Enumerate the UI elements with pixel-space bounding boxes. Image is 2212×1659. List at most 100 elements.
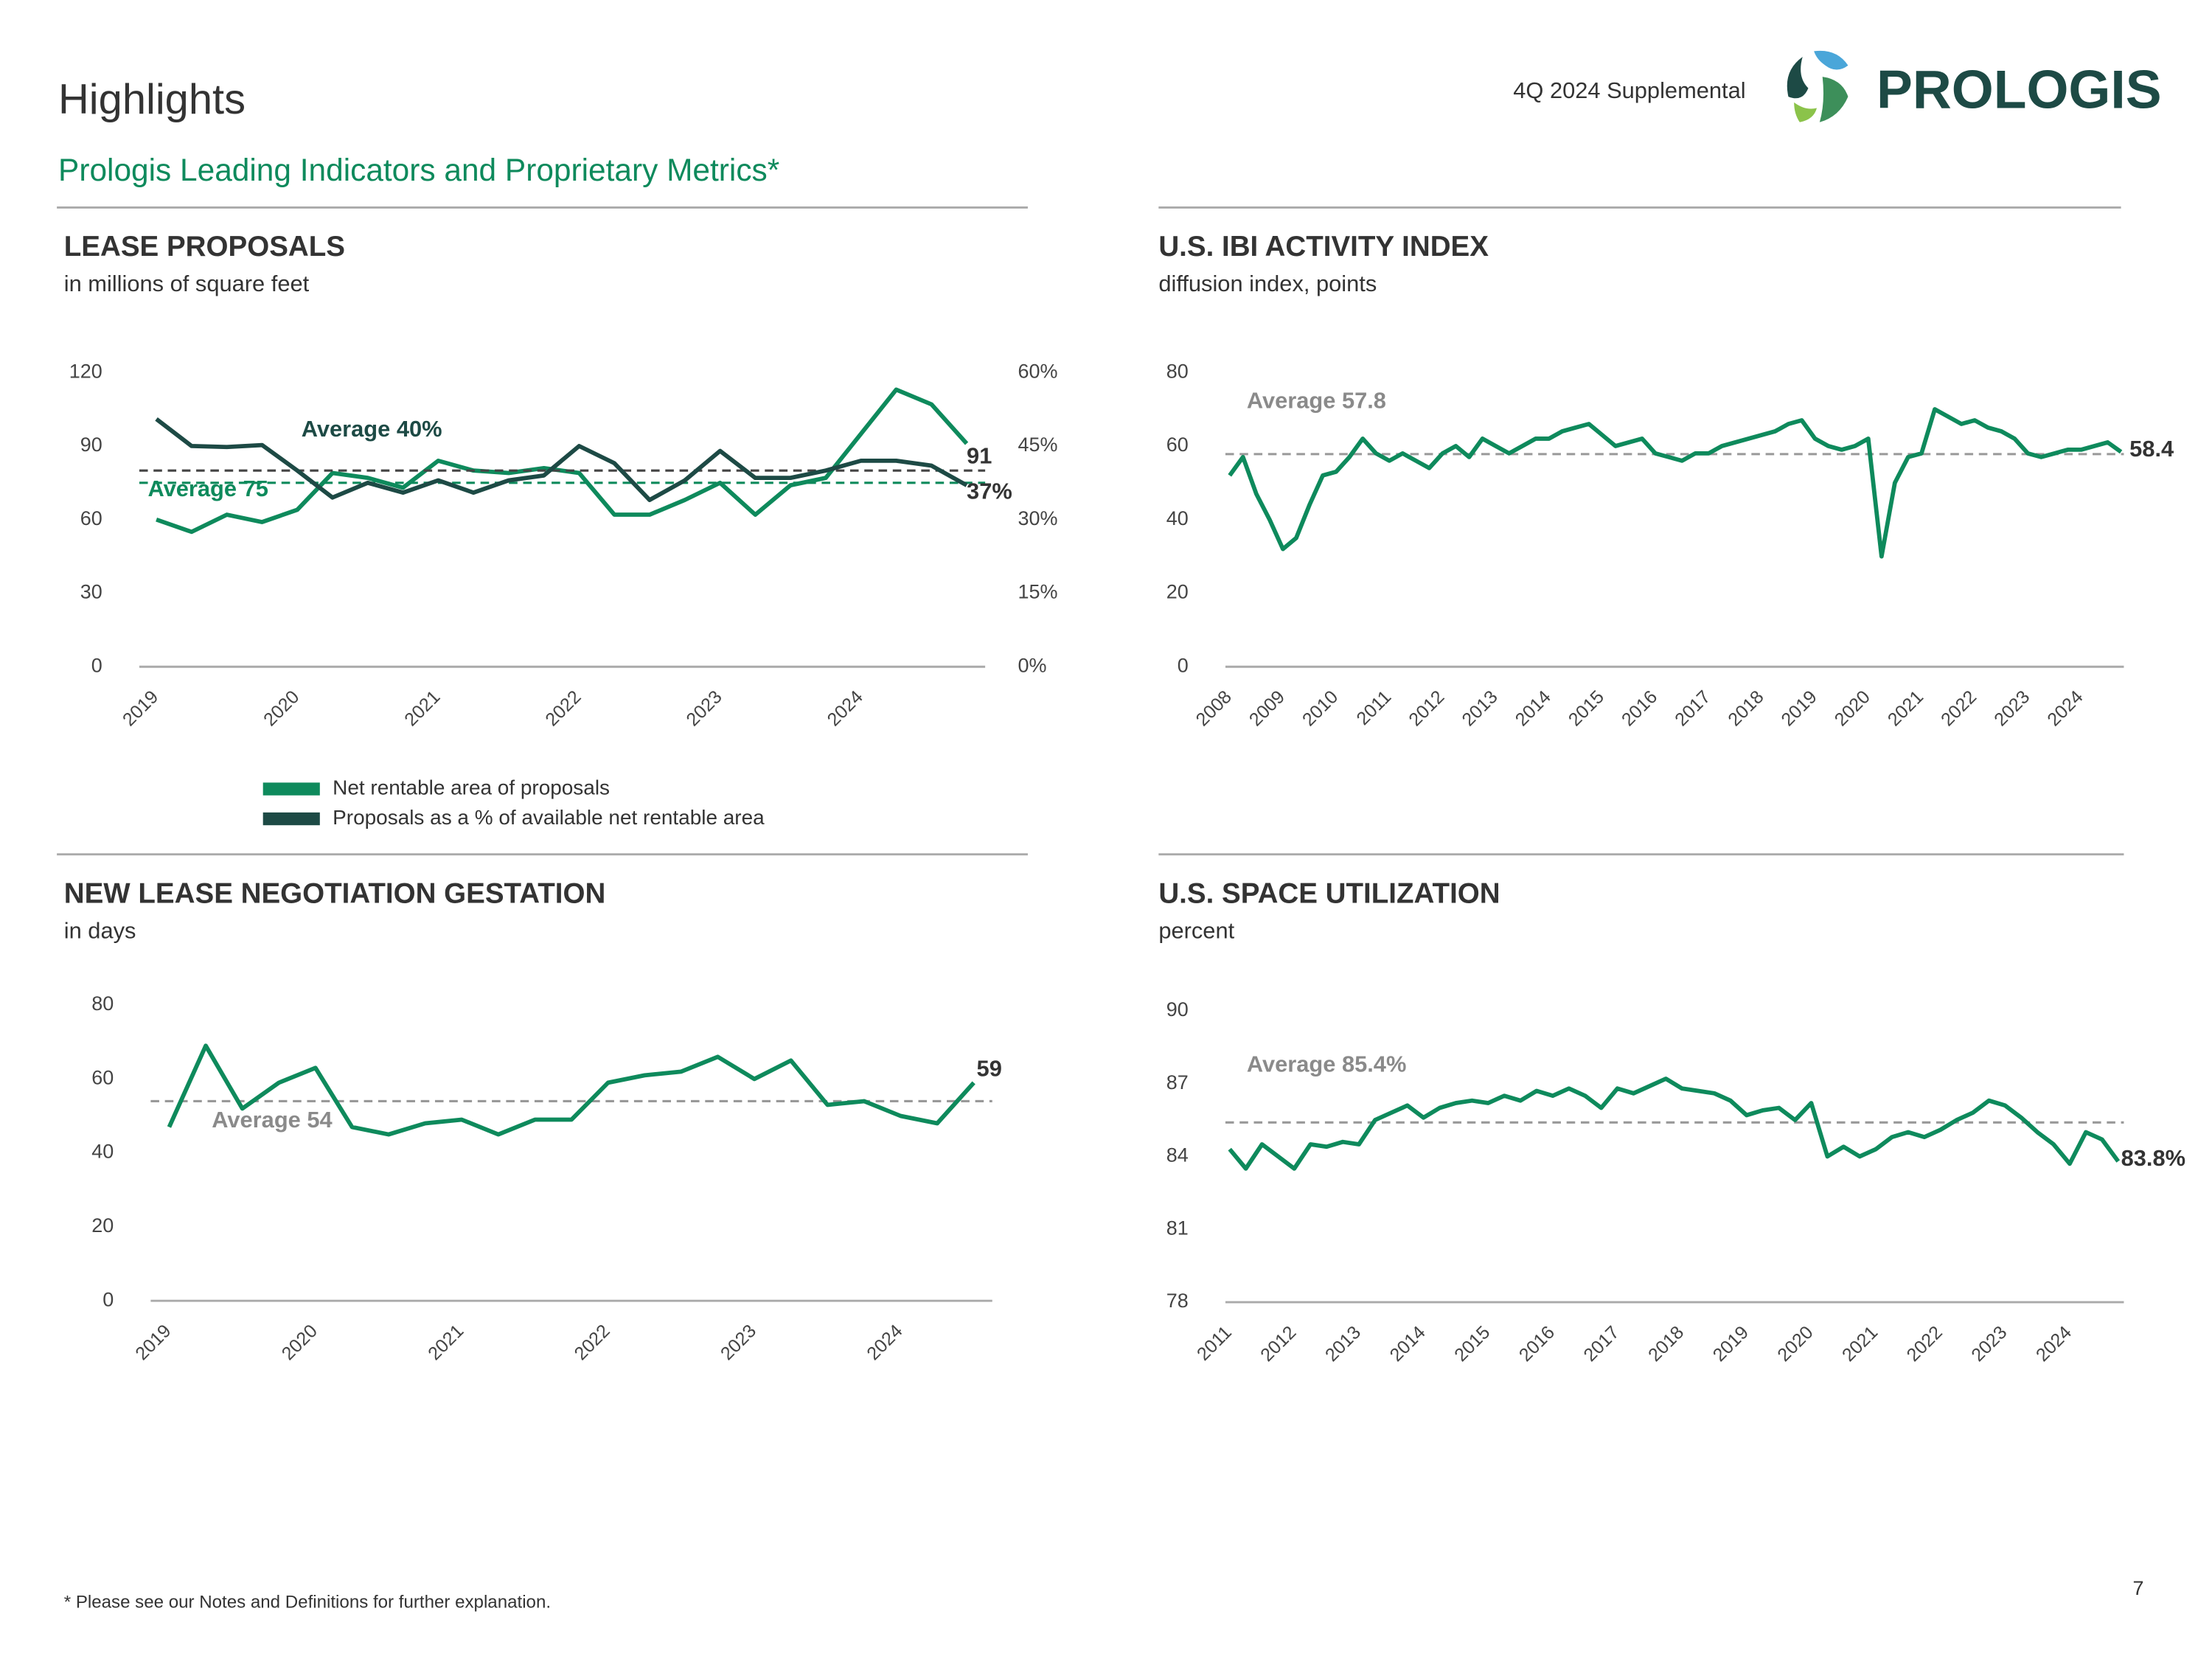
- y2-tick-label: 30%: [1018, 507, 1057, 529]
- x-tick-label: 2010: [1298, 686, 1342, 730]
- x-tick-label: 2022: [541, 686, 585, 730]
- y-tick-label: 60: [1166, 434, 1189, 456]
- y-tick-label: 87: [1166, 1071, 1189, 1093]
- average-label: Average 54: [212, 1107, 332, 1133]
- x-tick-label: 2013: [1321, 1322, 1365, 1366]
- series-line: [167, 1043, 975, 1137]
- chart-subtitle: diffusion index, points: [1158, 271, 1377, 296]
- x-tick-label: 2022: [1903, 1322, 1947, 1366]
- average-label: Average 75: [148, 476, 268, 501]
- x-tick-label: 2011: [1193, 1322, 1236, 1365]
- x-tick-label: 2023: [1990, 686, 2034, 730]
- x-tick-label: 2017: [1579, 1322, 1623, 1366]
- y-tick-label: 81: [1166, 1217, 1189, 1239]
- x-tick-label: 2019: [1778, 686, 1821, 730]
- x-tick-label: 2017: [1671, 686, 1714, 730]
- y-tick-label: 0: [91, 654, 102, 676]
- chart-subtitle: in millions of square feet: [64, 271, 310, 296]
- y-tick-label: 90: [1166, 998, 1189, 1020]
- x-tick-label: 2014: [1512, 686, 1555, 730]
- x-tick-label: 2015: [1565, 686, 1608, 730]
- x-tick-label: 2015: [1450, 1322, 1494, 1366]
- x-tick-label: 2024: [2032, 1322, 2076, 1366]
- y-tick-label: 60: [91, 1066, 114, 1088]
- end-label: 58.4: [2129, 436, 2174, 462]
- page-subtitle: Prologis Leading Indicators and Propriet…: [58, 153, 779, 187]
- x-tick-label: 2012: [1405, 686, 1448, 730]
- x-tick-label: 2020: [1773, 1322, 1817, 1366]
- y-tick-label: 120: [69, 360, 102, 382]
- page-number: 7: [2132, 1577, 2143, 1599]
- y-tick-label: 90: [80, 434, 102, 456]
- y-tick-label: 78: [1166, 1290, 1189, 1312]
- y2-tick-label: 45%: [1018, 434, 1057, 456]
- end-label: 91: [967, 443, 992, 469]
- average-label: Average 57.8: [1247, 387, 1386, 413]
- x-tick-label: 2009: [1245, 686, 1289, 730]
- end-label: 37%: [967, 479, 1012, 504]
- x-tick-label: 2019: [131, 1321, 175, 1364]
- y2-tick-label: 15%: [1018, 581, 1057, 603]
- y-tick-label: 0: [1178, 654, 1189, 676]
- logo: PROLOGIS: [1787, 50, 2162, 122]
- x-tick-label: 2023: [717, 1321, 760, 1364]
- y-tick-label: 30: [80, 581, 102, 603]
- x-tick-label: 2016: [1618, 686, 1661, 730]
- x-tick-label: 2023: [682, 686, 726, 730]
- y-tick-label: 84: [1166, 1144, 1189, 1166]
- chart-subtitle: percent: [1158, 917, 1234, 943]
- x-tick-label: 2020: [278, 1321, 321, 1364]
- x-tick-label: 2008: [1192, 686, 1236, 730]
- chart-title: LEASE PROPOSALS: [64, 231, 345, 262]
- x-tick-label: 2018: [1644, 1322, 1688, 1366]
- x-tick-label: 2021: [1884, 686, 1927, 730]
- logo-shape: [1819, 77, 1848, 122]
- x-tick-label: 2024: [2043, 686, 2087, 730]
- y-tick-label: 40: [1166, 507, 1189, 529]
- x-tick-label: 2019: [1709, 1322, 1753, 1366]
- footnote: * Please see our Notes and Definitions f…: [64, 1593, 551, 1613]
- x-tick-label: 2014: [1386, 1322, 1430, 1366]
- y-tick-label: 80: [1166, 360, 1189, 382]
- logo-shape: [1794, 102, 1818, 122]
- end-label: 59: [977, 1056, 1002, 1082]
- x-tick-label: 2021: [424, 1321, 467, 1364]
- x-tick-label: 2016: [1515, 1322, 1559, 1366]
- x-tick-label: 2013: [1458, 686, 1501, 730]
- y-tick-label: 60: [80, 507, 102, 529]
- y2-tick-label: 0%: [1018, 654, 1046, 676]
- logo-text: PROLOGIS: [1877, 60, 2162, 120]
- logo-shape: [1814, 50, 1848, 70]
- page-title: Highlights: [58, 76, 246, 123]
- series-line: [1228, 1077, 2121, 1171]
- legend-swatch: [262, 812, 320, 826]
- x-tick-label: 2021: [1838, 1322, 1882, 1366]
- chart-title: NEW LEASE NEGOTIATION GESTATION: [64, 877, 606, 909]
- x-tick-label: 2011: [1352, 686, 1395, 729]
- x-tick-label: 2024: [824, 686, 867, 730]
- chart-title: U.S. IBI ACTIVITY INDEX: [1158, 231, 1489, 262]
- end-label: 83.8%: [2121, 1145, 2185, 1171]
- y2-tick-label: 60%: [1018, 360, 1057, 382]
- y-tick-label: 40: [91, 1141, 114, 1163]
- x-tick-label: 2022: [1937, 686, 1980, 730]
- x-tick-label: 2023: [1967, 1322, 2011, 1366]
- x-tick-label: 2019: [119, 686, 162, 730]
- x-tick-label: 2012: [1256, 1322, 1300, 1366]
- y-tick-label: 20: [91, 1214, 114, 1237]
- x-tick-label: 2022: [571, 1321, 614, 1364]
- chart-subtitle: in days: [64, 917, 136, 943]
- x-tick-label: 2021: [400, 686, 444, 730]
- series-line: [1228, 407, 2123, 559]
- x-tick-label: 2018: [1724, 686, 1767, 730]
- y-tick-label: 0: [102, 1288, 114, 1310]
- report-label: 4Q 2024 Supplemental: [1513, 77, 1745, 103]
- average-label: Average 85.4%: [1247, 1051, 1407, 1077]
- x-tick-label: 2020: [1831, 686, 1874, 730]
- y-tick-label: 80: [91, 992, 114, 1015]
- x-tick-label: 2024: [863, 1321, 906, 1364]
- y-tick-label: 20: [1166, 581, 1189, 603]
- chart-title: U.S. SPACE UTILIZATION: [1158, 877, 1500, 909]
- logo-shape: [1787, 57, 1809, 99]
